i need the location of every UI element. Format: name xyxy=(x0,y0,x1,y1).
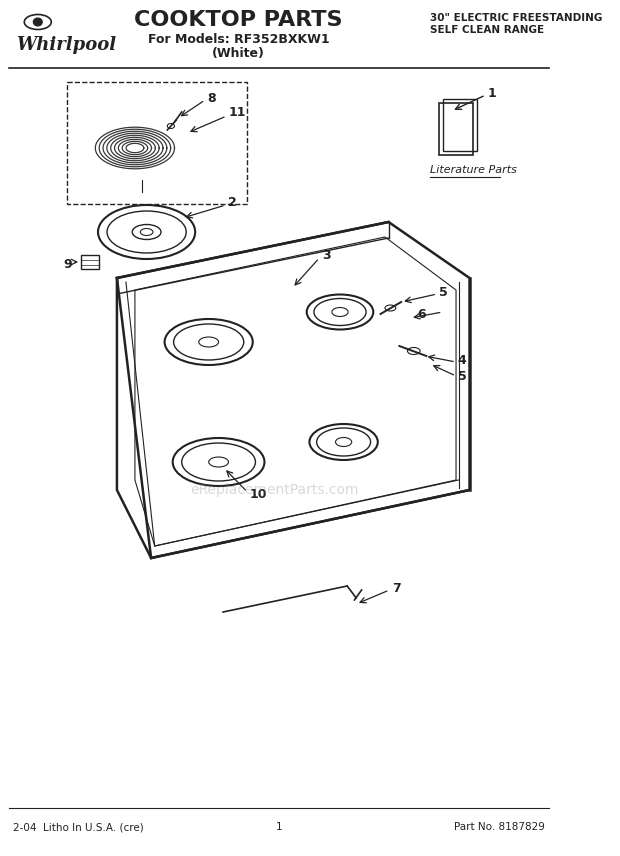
Text: eReplacementParts.com: eReplacementParts.com xyxy=(190,483,358,497)
Text: 7: 7 xyxy=(392,581,401,595)
Text: Literature Parts: Literature Parts xyxy=(430,165,517,175)
Text: 5: 5 xyxy=(458,370,467,383)
Text: COOKTOP PARTS: COOKTOP PARTS xyxy=(134,10,343,30)
Text: 6: 6 xyxy=(417,307,426,320)
Text: SELF CLEAN RANGE: SELF CLEAN RANGE xyxy=(430,25,544,35)
Bar xyxy=(443,99,477,151)
Text: 9: 9 xyxy=(63,258,71,271)
Bar xyxy=(68,82,247,204)
Text: 1: 1 xyxy=(275,822,282,832)
Text: For Models: RF352BXKW1: For Models: RF352BXKW1 xyxy=(148,33,329,46)
Bar xyxy=(439,103,473,155)
Text: 5: 5 xyxy=(439,286,448,299)
Text: 2: 2 xyxy=(228,195,236,209)
Text: 2-04  Litho In U.S.A. (cre): 2-04 Litho In U.S.A. (cre) xyxy=(12,822,143,832)
Text: 8: 8 xyxy=(207,92,216,104)
Ellipse shape xyxy=(33,18,42,26)
Bar xyxy=(81,255,99,269)
Text: Part No. 8187829: Part No. 8187829 xyxy=(454,822,545,832)
Text: 10: 10 xyxy=(249,488,267,501)
Text: (White): (White) xyxy=(212,47,265,60)
Text: 3: 3 xyxy=(322,248,330,261)
Text: 11: 11 xyxy=(228,105,246,118)
Text: Whirlpool: Whirlpool xyxy=(16,36,117,54)
Text: 30" ELECTRIC FREESTANDING: 30" ELECTRIC FREESTANDING xyxy=(430,13,602,23)
Text: 4: 4 xyxy=(458,354,467,366)
Text: 1: 1 xyxy=(487,86,496,99)
